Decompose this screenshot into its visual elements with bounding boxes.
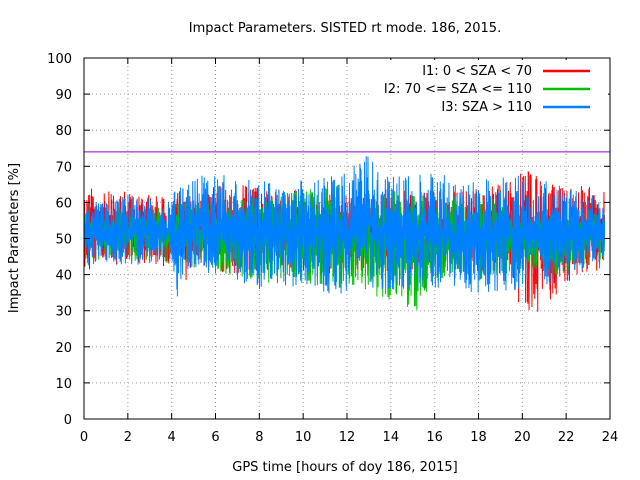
legend-label-i2: I2: 70 <= SZA <= 110 [384, 82, 532, 97]
x-tick-label: 0 [80, 430, 88, 445]
x-tick-label: 6 [211, 430, 219, 445]
x-tick-label: 10 [295, 430, 312, 445]
legend-label-i3: I3: SZA > 110 [441, 100, 532, 115]
y-tick-label: 40 [55, 269, 72, 284]
x-tick-label: 20 [514, 430, 531, 445]
x-tick-label: 2 [124, 430, 132, 445]
legend: I1: 0 < SZA < 70 I2: 70 <= SZA <= 110 I3… [372, 60, 608, 124]
y-axis-label: Impact Parameters [%] [7, 163, 22, 313]
x-tick-label: 16 [426, 430, 443, 445]
y-tick-label: 70 [55, 160, 72, 175]
y-tick-label: 90 [55, 88, 72, 103]
x-axis-label: GPS time [hours of doy 186, 2015] [232, 460, 457, 475]
legend-label-i1: I1: 0 < SZA < 70 [422, 64, 532, 79]
series-layer [83, 156, 606, 312]
y-tick-label: 60 [55, 196, 72, 211]
series-line-i3 [83, 156, 606, 297]
y-tick-label: 10 [55, 377, 72, 392]
y-tick-label: 80 [55, 124, 72, 139]
y-tick-label: 20 [55, 341, 72, 356]
x-tick-label: 4 [168, 430, 176, 445]
chart-title: Impact Parameters. SISTED rt mode. 186, … [189, 21, 501, 36]
y-tick-labels: 0 10 20 30 40 50 60 70 80 90 100 [47, 52, 72, 428]
x-tick-label: 24 [602, 430, 619, 445]
y-tick-label: 30 [55, 305, 72, 320]
y-tick-label: 50 [55, 233, 72, 248]
x-tick-label: 8 [255, 430, 263, 445]
x-tick-labels: 0 2 4 6 8 10 12 14 16 18 20 22 24 [80, 430, 618, 445]
x-tick-label: 12 [339, 430, 356, 445]
x-tick-label: 18 [470, 430, 487, 445]
y-tick-label: 100 [47, 52, 72, 67]
y-tick-label: 0 [64, 413, 72, 428]
x-tick-label: 22 [558, 430, 575, 445]
x-tick-label: 14 [383, 430, 400, 445]
